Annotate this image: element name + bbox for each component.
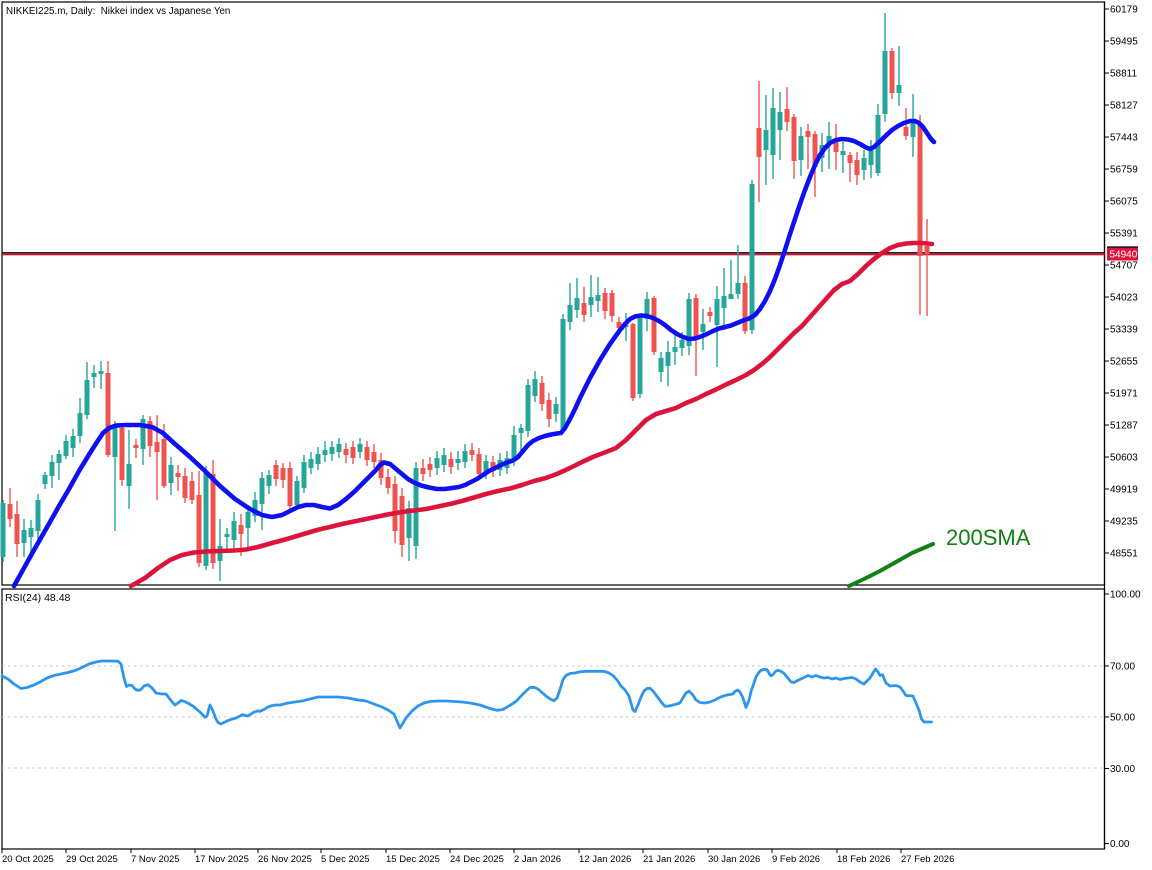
svg-text:0.00: 0.00: [1110, 839, 1130, 850]
svg-text:57443: 57443: [1110, 133, 1138, 144]
svg-text:15 Dec 2025: 15 Dec 2025: [386, 854, 440, 865]
svg-text:54940: 54940: [1110, 250, 1138, 261]
svg-text:100.00: 100.00: [1110, 590, 1141, 601]
svg-text:58811: 58811: [1110, 69, 1138, 80]
svg-text:51287: 51287: [1110, 421, 1138, 432]
svg-text:55391: 55391: [1110, 229, 1138, 240]
svg-text:7 Nov 2025: 7 Nov 2025: [131, 854, 180, 865]
svg-text:54707: 54707: [1110, 261, 1138, 272]
svg-text:30 Jan 2026: 30 Jan 2026: [708, 854, 760, 865]
svg-text:49919: 49919: [1110, 485, 1138, 496]
svg-text:54023: 54023: [1110, 293, 1138, 304]
svg-text:27 Feb 2026: 27 Feb 2026: [901, 854, 954, 865]
svg-text:59495: 59495: [1110, 37, 1138, 48]
svg-text:51971: 51971: [1110, 389, 1138, 400]
svg-text:50603: 50603: [1110, 453, 1138, 464]
svg-text:20 Oct 2025: 20 Oct 2025: [2, 854, 54, 865]
svg-text:RSI(24) 48.48: RSI(24) 48.48: [5, 592, 71, 604]
svg-text:52655: 52655: [1110, 357, 1138, 368]
svg-text:24 Dec 2025: 24 Dec 2025: [450, 854, 504, 865]
svg-text:9 Feb 2026: 9 Feb 2026: [772, 854, 820, 865]
svg-text:26 Nov 2025: 26 Nov 2025: [258, 854, 312, 865]
svg-text:50.00: 50.00: [1110, 713, 1135, 724]
svg-text:NIKKEI225.m, Daily: Nikkei in: NIKKEI225.m, Daily: Nikkei index vs Japa…: [6, 6, 230, 17]
svg-text:200SMA: 200SMA: [946, 525, 1031, 550]
svg-text:29 Oct 2025: 29 Oct 2025: [66, 854, 118, 865]
svg-text:56075: 56075: [1110, 197, 1138, 208]
svg-text:30.00: 30.00: [1110, 764, 1135, 775]
svg-text:5 Dec 2025: 5 Dec 2025: [321, 854, 370, 865]
svg-text:48551: 48551: [1110, 549, 1138, 560]
svg-text:56759: 56759: [1110, 165, 1138, 176]
svg-text:53339: 53339: [1110, 325, 1138, 336]
svg-text:18 Feb 2026: 18 Feb 2026: [837, 854, 890, 865]
svg-text:21 Jan 2026: 21 Jan 2026: [643, 854, 695, 865]
svg-text:60179: 60179: [1110, 5, 1138, 16]
svg-text:70.00: 70.00: [1110, 662, 1135, 673]
svg-text:49235: 49235: [1110, 517, 1138, 528]
svg-text:58127: 58127: [1110, 101, 1138, 112]
svg-text:12 Jan 2026: 12 Jan 2026: [579, 854, 631, 865]
svg-text:2 Jan 2026: 2 Jan 2026: [514, 854, 561, 865]
svg-text:17 Nov 2025: 17 Nov 2025: [195, 854, 249, 865]
